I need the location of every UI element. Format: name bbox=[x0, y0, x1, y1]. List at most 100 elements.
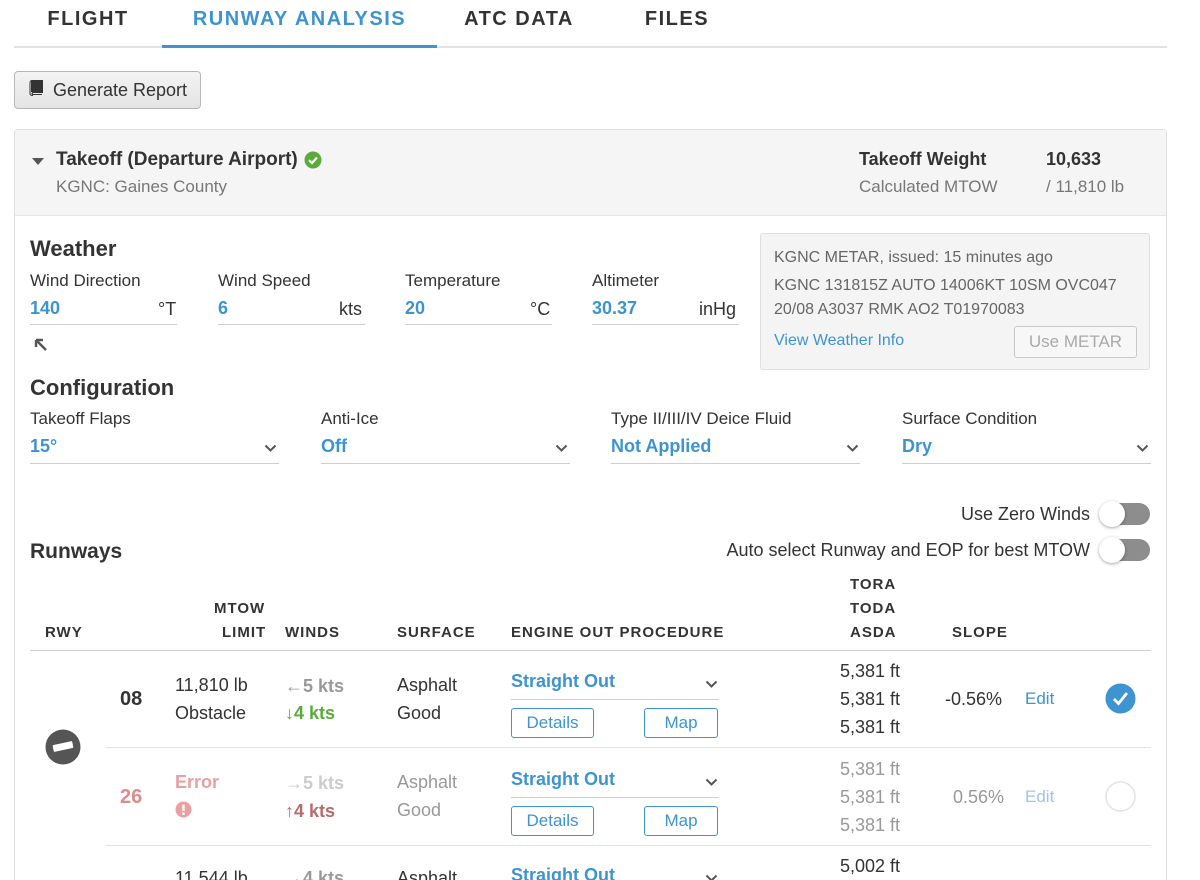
asda-value: 5,381 ft bbox=[839, 815, 900, 835]
mtow-limit: 11,810 lb bbox=[175, 675, 248, 695]
deice-fluid-underline bbox=[611, 463, 860, 464]
check-circle-icon bbox=[304, 151, 322, 174]
selected-check-icon[interactable] bbox=[1105, 683, 1136, 719]
use-metar-button[interactable]: Use METAR bbox=[1014, 326, 1137, 358]
engine-out-procedure-select[interactable]: Straight Out bbox=[511, 671, 615, 691]
slope-value: -0.56% bbox=[945, 689, 1003, 709]
metar-text-line1: KGNC 131815Z AUTO 14006KT 10SM OVC047 bbox=[774, 277, 1117, 294]
book-icon bbox=[28, 79, 44, 101]
chevron-down-icon[interactable] bbox=[264, 440, 277, 458]
anti-ice-select[interactable]: Off bbox=[321, 436, 347, 456]
select-radio[interactable] bbox=[1105, 781, 1136, 817]
surface-type: Asphalt bbox=[397, 675, 458, 695]
engine-out-procedure-select[interactable]: Straight Out bbox=[511, 865, 615, 880]
crosswind: ↑4 kts bbox=[285, 801, 336, 821]
temperature-unit: °C bbox=[530, 299, 551, 319]
deice-fluid-label: Type II/III/IV Deice Fluid bbox=[611, 409, 792, 428]
tab-flight[interactable]: FLIGHT bbox=[47, 8, 129, 30]
zero-winds-toggle[interactable] bbox=[1099, 501, 1150, 527]
generate-report-label: Generate Report bbox=[52, 79, 188, 100]
takeoff-panel: Takeoff (Departure Airport) KGNC: Gaines… bbox=[14, 129, 1167, 880]
headwind: ←5 kts bbox=[285, 676, 345, 696]
eop-underline bbox=[511, 797, 719, 798]
headwind: →4 kts bbox=[285, 868, 344, 880]
configuration-title: Configuration bbox=[30, 375, 175, 400]
anti-ice-label: Anti-Ice bbox=[321, 409, 379, 428]
row-divider bbox=[106, 845, 1151, 846]
header-asda: ASDA bbox=[850, 624, 897, 641]
altimeter-label: Altimeter bbox=[592, 271, 660, 290]
collapse-caret-icon[interactable] bbox=[31, 154, 45, 172]
toda-value: 5,381 ft bbox=[839, 689, 900, 709]
altimeter-underline bbox=[592, 324, 739, 325]
surface-condition-label: Surface Condition bbox=[902, 409, 1038, 428]
tab-bar: FLIGHT RUNWAY ANALYSIS ATC DATA FILES bbox=[14, 0, 1167, 48]
chevron-down-icon[interactable] bbox=[705, 676, 718, 694]
generate-report-button[interactable]: Generate Report bbox=[14, 71, 201, 109]
mtow-limit: 11,544 lb bbox=[175, 868, 248, 880]
chevron-down-icon[interactable] bbox=[555, 440, 568, 458]
arrow-right-icon: → bbox=[285, 868, 303, 880]
metar-text-line2: 20/08 A3037 RMK AO2 T01970083 bbox=[774, 301, 1025, 318]
metar-box: KGNC METAR, issued: 15 minutes ago KGNC … bbox=[760, 233, 1150, 370]
wind-speed-input[interactable]: 6 bbox=[218, 298, 229, 318]
mtow-value: / 11,810 lb bbox=[1046, 177, 1125, 196]
header-rwy: RWY bbox=[45, 624, 83, 641]
arrow-up-icon: ↑ bbox=[285, 801, 294, 821]
wind-speed-unit: kts bbox=[339, 299, 363, 319]
surface-condition: Good bbox=[397, 800, 442, 820]
wind-speed-underline bbox=[218, 324, 365, 325]
surface-condition: Good bbox=[397, 703, 442, 723]
engine-out-procedure-select[interactable]: Straight Out bbox=[511, 769, 615, 789]
zero-winds-label: Use Zero Winds bbox=[960, 504, 1090, 524]
auto-select-label: Auto select Runway and EOP for best MTOW bbox=[726, 540, 1091, 560]
chevron-down-icon[interactable] bbox=[846, 440, 859, 458]
crosswind: ↓4 kts bbox=[285, 703, 336, 723]
wind-direction-underline bbox=[30, 324, 177, 325]
map-button[interactable]: Map bbox=[644, 806, 718, 836]
tab-runway-analysis[interactable]: RUNWAY ANALYSIS bbox=[162, 8, 437, 48]
auto-select-toggle[interactable] bbox=[1099, 537, 1150, 563]
wind-direction-unit: °T bbox=[158, 299, 177, 319]
wind-direction-arrow-icon bbox=[34, 338, 48, 357]
eop-underline bbox=[511, 699, 719, 700]
tab-files[interactable]: FILES bbox=[644, 8, 710, 30]
header-engine-out-procedure: ENGINE OUT PROCEDURE bbox=[511, 624, 725, 641]
toda-value: 5,381 ft bbox=[839, 787, 900, 807]
wind-direction-label: Wind Direction bbox=[30, 271, 141, 290]
chevron-down-icon[interactable] bbox=[1136, 440, 1149, 458]
header-surface: SURFACE bbox=[397, 624, 476, 641]
temperature-input[interactable]: 20 bbox=[405, 298, 426, 318]
takeoff-flaps-select[interactable]: 15° bbox=[30, 436, 58, 456]
error-icon[interactable] bbox=[175, 801, 192, 823]
no-entry-icon[interactable] bbox=[45, 729, 81, 770]
altimeter-input[interactable]: 30.37 bbox=[592, 298, 638, 318]
edit-link[interactable]: Edit bbox=[1025, 689, 1055, 708]
metar-header: KGNC METAR, issued: 15 minutes ago bbox=[774, 249, 1053, 266]
view-weather-link[interactable]: View Weather Info bbox=[774, 332, 905, 349]
edit-link[interactable]: Edit bbox=[1025, 787, 1055, 806]
header-mtow: MTOW bbox=[214, 600, 266, 617]
chevron-down-icon[interactable] bbox=[705, 870, 718, 880]
mtow-limit-error: Error bbox=[175, 772, 220, 792]
header-slope: SLOPE bbox=[952, 624, 1008, 641]
asda-value: 5,381 ft bbox=[839, 717, 900, 737]
deice-fluid-select[interactable]: Not Applied bbox=[611, 436, 712, 456]
anti-ice-underline bbox=[321, 463, 570, 464]
tab-atc-data[interactable]: ATC DATA bbox=[464, 8, 574, 30]
map-button[interactable]: Map bbox=[644, 708, 718, 738]
arrow-left-icon: ← bbox=[285, 676, 303, 696]
row-divider bbox=[106, 747, 1151, 748]
runway-number: 08 bbox=[120, 688, 143, 710]
runway-number: 26 bbox=[120, 786, 143, 808]
chevron-down-icon[interactable] bbox=[705, 774, 718, 792]
details-button[interactable]: Details bbox=[511, 708, 594, 738]
temperature-underline bbox=[405, 324, 552, 325]
wind-direction-input[interactable]: 140 bbox=[30, 298, 61, 318]
details-button[interactable]: Details bbox=[511, 806, 594, 836]
tora-value: 5,002 ft bbox=[839, 856, 900, 876]
takeoff-title: Takeoff (Departure Airport) bbox=[56, 149, 298, 170]
takeoff-weight-label: Takeoff Weight bbox=[859, 149, 987, 169]
header-toda: TODA bbox=[850, 600, 897, 617]
surface-condition-select[interactable]: Dry bbox=[902, 436, 933, 456]
